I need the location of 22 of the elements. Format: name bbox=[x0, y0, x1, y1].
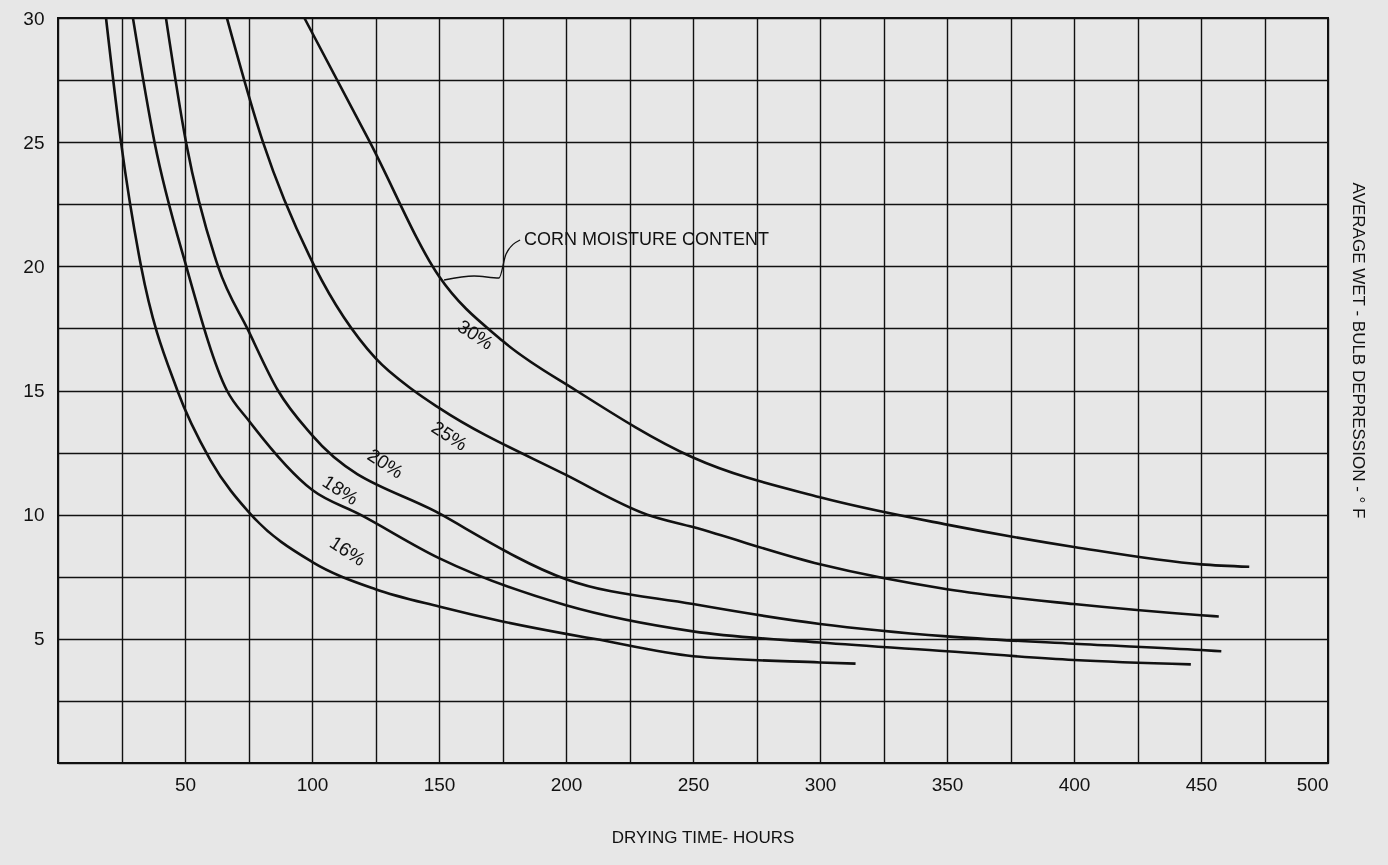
x-tick-label: 400 bbox=[1058, 773, 1091, 795]
x-tick-label: 250 bbox=[677, 773, 710, 795]
y-tick-label: 10 bbox=[23, 504, 45, 526]
text: 18% bbox=[318, 470, 363, 510]
x-tick-label: 500 bbox=[1296, 773, 1329, 795]
text: 25% bbox=[427, 416, 472, 455]
x-tick-label: 100 bbox=[296, 773, 329, 795]
x-tick-label: 450 bbox=[1185, 773, 1218, 795]
x-tick-label: 350 bbox=[931, 773, 964, 795]
x-axis-title: DRYING TIME- HOURS bbox=[611, 828, 795, 847]
y-axis-title: AVERAGE WET - BULB DEPRESSION - ° F bbox=[1349, 182, 1368, 519]
x-tick-label: 50 bbox=[174, 773, 197, 795]
x-tick-label: 200 bbox=[550, 773, 583, 795]
y-tick-label: 25 bbox=[23, 131, 45, 153]
y-tick-label: 20 bbox=[23, 255, 45, 277]
y-tick-label: 15 bbox=[23, 380, 45, 401]
y-tick-label: 5 bbox=[33, 628, 45, 650]
y-tick-label: 30 bbox=[23, 7, 45, 29]
text: 16% bbox=[325, 531, 370, 571]
x-tick-label: 150 bbox=[423, 773, 456, 795]
text: 20% bbox=[363, 444, 408, 483]
x-tick-label: 300 bbox=[804, 773, 837, 795]
